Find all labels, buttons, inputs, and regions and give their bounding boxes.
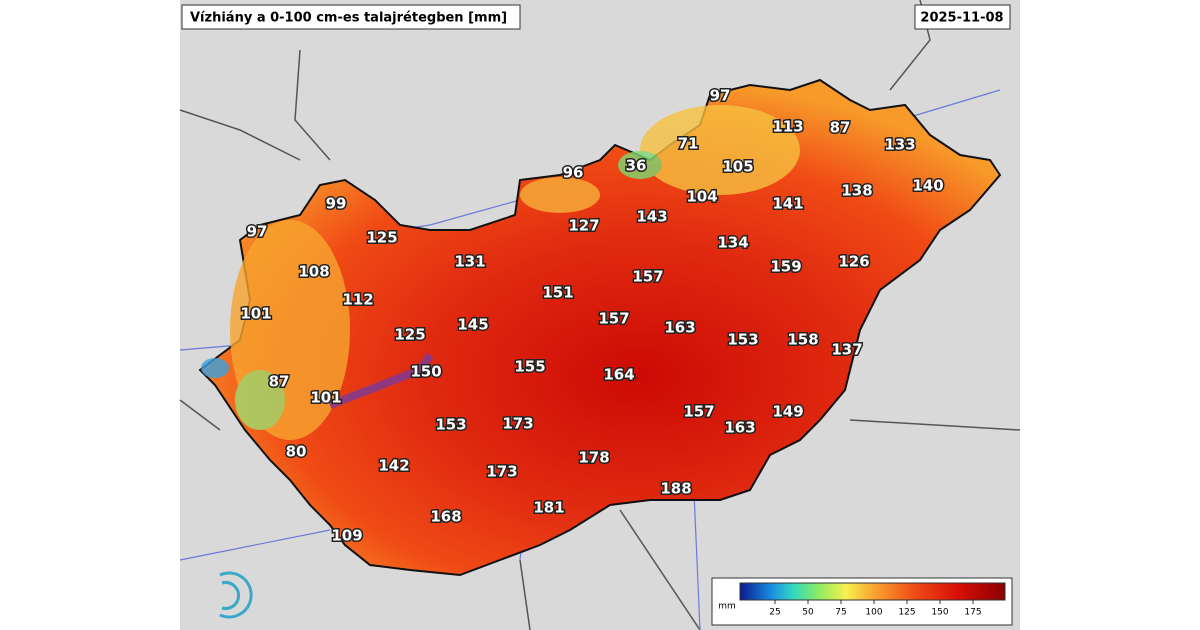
tick-label: 125 [898, 608, 915, 618]
station-value: 101 [240, 305, 271, 323]
station-value: 158 [787, 331, 818, 349]
station-value: 80 [286, 443, 307, 461]
station-value: 104 [686, 188, 717, 206]
tick-label: 25 [769, 608, 780, 618]
station-value: 153 [435, 416, 466, 434]
title-box [181, 4, 521, 30]
station-value: 125 [394, 326, 425, 344]
station-value: 101 [310, 389, 341, 407]
station-value: 163 [724, 419, 755, 437]
station-value: 188 [660, 480, 691, 498]
station-value: 157 [632, 268, 663, 286]
borders [179, 0, 1021, 630]
station-value: 173 [502, 415, 533, 433]
station-value: 149 [772, 403, 803, 421]
station-value: 178 [578, 449, 609, 467]
tick-label: 100 [865, 608, 882, 618]
station-value: 96 [563, 164, 584, 182]
legend-ticks: 25 50 75 100 125 150 175 [769, 600, 982, 618]
station-value: 133 [884, 136, 915, 154]
station-value: 126 [838, 253, 869, 271]
tick-label: 150 [931, 608, 948, 618]
station-value: 87 [830, 119, 851, 137]
station-value: 125 [366, 229, 397, 247]
station-labels: 97 113 87 133 71 36 105 96 104 138 140 141 143 127 99 9… [239, 85, 945, 546]
station-value: 127 [568, 217, 599, 235]
station-value: 140 [912, 177, 943, 195]
station-value: 150 [410, 363, 441, 381]
station-value: 97 [247, 223, 268, 241]
station-value: 36 [626, 157, 647, 175]
station-value: 168 [430, 508, 461, 526]
station-value: 145 [457, 316, 488, 334]
station-value: 71 [678, 135, 699, 153]
tick-label: 175 [964, 608, 981, 618]
station-value: 131 [454, 253, 485, 271]
date-box [914, 4, 1011, 30]
station-value: 99 [326, 195, 347, 213]
station-value: 141 [772, 195, 803, 213]
station-value: 112 [342, 291, 373, 309]
title: Vízhiány a 0-100 cm-es talajrétegben [mm… [190, 11, 507, 26]
logo [219, 571, 253, 619]
country [198, 78, 1002, 577]
station-value: 105 [722, 158, 753, 176]
station-value: 108 [298, 263, 329, 281]
dry-patches [201, 105, 800, 440]
station-value: 138 [841, 182, 872, 200]
station-value: 97 [710, 87, 731, 105]
colorbar [739, 582, 1006, 601]
station-value: 153 [727, 331, 758, 349]
station-value: 137 [831, 341, 862, 359]
station-value: 173 [486, 463, 517, 481]
station-value: 142 [378, 457, 409, 475]
station-value: 155 [514, 358, 545, 376]
date: 2025-11-08 [920, 11, 1003, 26]
station-value: 151 [542, 284, 573, 302]
station-value: 109 [331, 527, 362, 545]
tick-label: 75 [835, 608, 846, 618]
station-value: 159 [770, 258, 801, 276]
station-value: 164 [603, 366, 634, 384]
station-value: 157 [598, 310, 629, 328]
station-value: 113 [772, 118, 803, 136]
station-value: 87 [269, 373, 290, 391]
legend-unit: mm [718, 602, 736, 612]
tick-label: 50 [802, 608, 814, 618]
station-value: 163 [664, 319, 695, 337]
station-value: 181 [533, 499, 564, 517]
station-value: 143 [636, 208, 667, 226]
station-value: 134 [717, 234, 748, 252]
station-value: 157 [683, 403, 714, 421]
